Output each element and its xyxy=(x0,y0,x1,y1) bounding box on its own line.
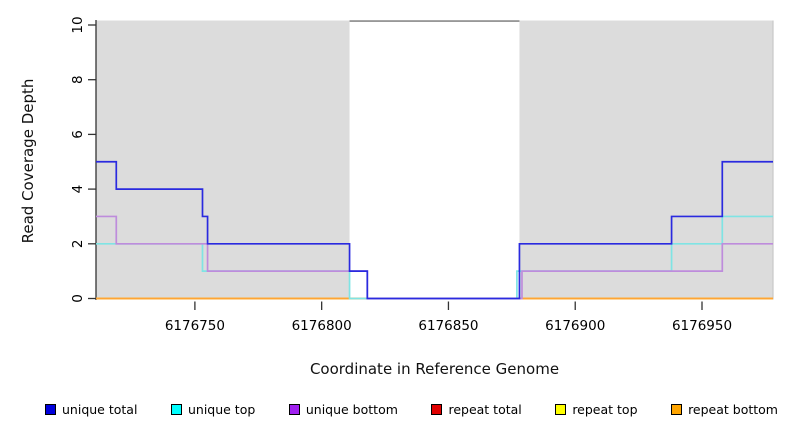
legend-entry-repeat-top: repeat top xyxy=(555,401,638,417)
y-tick-label: 6 xyxy=(70,130,86,139)
left-shaded-region xyxy=(96,20,350,300)
legend-swatch-icon xyxy=(45,403,56,415)
x-tick-label: 6176750 xyxy=(165,318,225,334)
legend-entry-repeat-total: repeat total xyxy=(431,401,522,417)
legend-label: repeat top xyxy=(572,401,638,417)
x-tick-label: 6176950 xyxy=(672,318,732,334)
y-tick-label: 4 xyxy=(70,185,86,194)
legend-swatch-icon xyxy=(170,403,182,415)
y-tick-label: 2 xyxy=(70,240,86,249)
y-tick-label: 8 xyxy=(70,75,86,84)
x-tick-label: 6176850 xyxy=(418,318,478,334)
legend-label: repeat total xyxy=(448,401,522,417)
legend-swatch-icon xyxy=(671,403,683,415)
right-shaded-region xyxy=(519,20,773,300)
series-line-unique-top xyxy=(96,215,773,300)
legend-label: repeat bottom xyxy=(688,401,778,417)
legend-label: unique total xyxy=(62,401,138,417)
legend-swatch-icon xyxy=(288,403,300,415)
legend-entry-repeat-bottom: repeat bottom xyxy=(671,402,778,417)
legend-swatch-icon xyxy=(431,403,443,415)
x-tick-label: 6176900 xyxy=(545,318,605,334)
legend-entry-unique-bottom: unique bottom xyxy=(288,401,398,417)
y-tick-label: 0 xyxy=(70,294,86,303)
legend-label: unique top xyxy=(187,401,256,417)
legend-swatch-icon xyxy=(555,403,567,415)
legend-entry-unique-top: unique top xyxy=(170,401,256,417)
x-axis-title: Coordinate in Reference Genome xyxy=(309,360,560,378)
legend: unique total unique top unique bottom repea… xyxy=(45,398,778,420)
legend-label: unique bottom xyxy=(305,401,398,417)
y-tick-label: 10 xyxy=(70,16,86,33)
x-tick-label: 6176800 xyxy=(292,318,352,334)
y-axis-title: Read Coverage Depth xyxy=(19,78,37,244)
legend-entry-unique-total: unique total xyxy=(45,402,137,417)
series-line-unique-total xyxy=(96,160,773,300)
